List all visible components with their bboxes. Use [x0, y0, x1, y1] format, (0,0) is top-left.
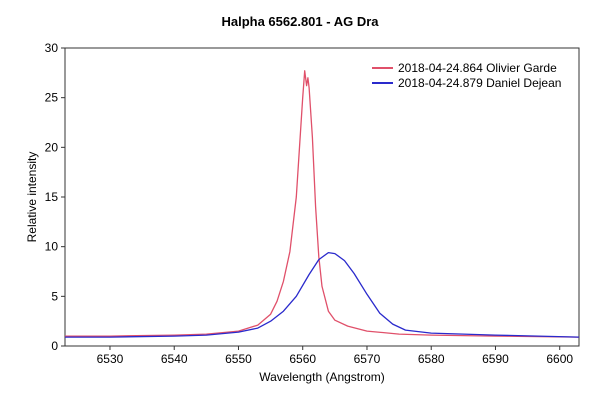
y-tick-label: 0 — [51, 339, 58, 353]
x-tick-label: 6570 — [354, 352, 381, 366]
x-axis: 6530 6540 6550 6560 6570 6580 6590 6600 — [97, 346, 573, 366]
series-layer — [65, 70, 580, 338]
x-tick-label: 6590 — [482, 352, 509, 366]
series-line-1 — [65, 70, 580, 338]
y-tick-label: 25 — [45, 91, 59, 105]
legend-label-1: 2018-04-24.864 Olivier Garde — [398, 61, 557, 75]
y-tick-label: 30 — [45, 41, 59, 55]
series-line-2 — [65, 251, 580, 338]
y-tick-label: 20 — [45, 140, 59, 154]
chart-legend: 2018-04-24.864 Olivier Garde2018-04-24.8… — [372, 61, 561, 90]
y-axis: 0 5 10 15 20 25 30 — [45, 41, 65, 353]
y-tick-label: 15 — [45, 190, 59, 204]
chart-title: Halpha 6562.801 - AG Dra — [221, 14, 379, 29]
x-tick-label: 6600 — [546, 352, 573, 366]
x-axis-label: Wavelength (Angstrom) — [259, 370, 385, 384]
x-tick-label: 6560 — [289, 352, 316, 366]
y-tick-label: 10 — [45, 240, 59, 254]
x-tick-label: 6530 — [97, 352, 124, 366]
x-tick-label: 6550 — [225, 352, 252, 366]
y-tick-label: 5 — [51, 289, 58, 303]
x-tick-label: 6540 — [161, 352, 188, 366]
legend-label-2: 2018-04-24.879 Daniel Dejean — [398, 76, 561, 90]
y-axis-label: Relative intensity — [25, 152, 39, 243]
plot-frame — [64, 47, 580, 347]
x-tick-label: 6580 — [418, 352, 445, 366]
